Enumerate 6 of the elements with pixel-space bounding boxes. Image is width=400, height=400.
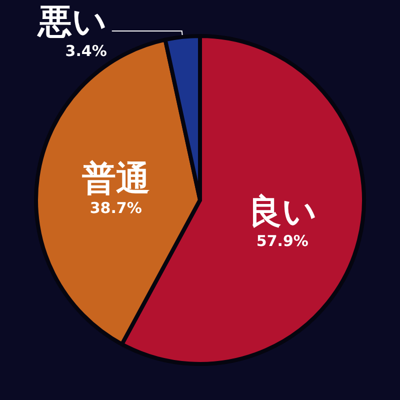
slice-label: 普通 [82, 159, 150, 200]
slice-label: 悪い [36, 2, 107, 42]
data-label: 38.7% [90, 199, 142, 218]
slice-label: 良い [248, 192, 317, 232]
data-label: 3.4% [65, 42, 107, 60]
data-label: 57.9% [256, 232, 308, 250]
